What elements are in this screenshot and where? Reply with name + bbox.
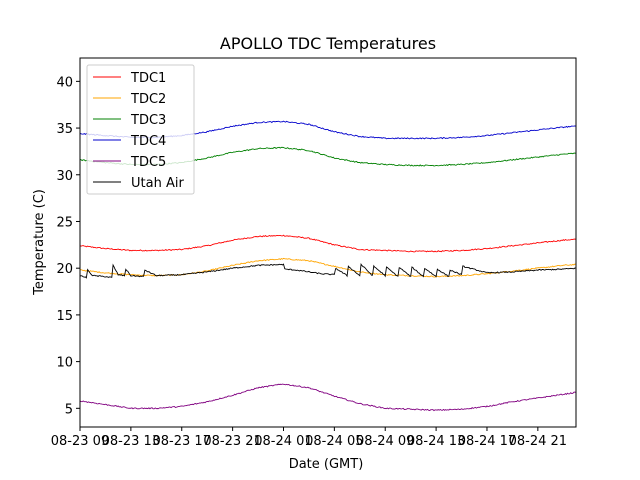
x-tick-label: 08-23 09 [51, 434, 109, 449]
series-lines [79, 120, 577, 412]
series-line-utah-air [79, 263, 577, 279]
y-axis: 5 10 15 20 25 30 35 40 [56, 75, 80, 417]
x-tick-label: 08-24 21 [509, 434, 567, 449]
x-tick-label: 08-23 21 [203, 434, 261, 449]
y-tick-label: 40 [56, 75, 73, 90]
chart-title: APOLLO TDC Temperatures [220, 34, 436, 53]
y-tick-label: 35 [56, 122, 73, 137]
plot-frame [79, 57, 577, 428]
x-axis-label: Date (GMT) [289, 457, 364, 472]
x-tick-label: 08-23 13 [102, 434, 160, 449]
y-axis-label: Temperature (C) [32, 189, 47, 296]
legend-box [86, 64, 195, 195]
legend-label-tdc3: TDC3 [130, 113, 166, 128]
x-tick-label: 08-24 09 [356, 434, 414, 449]
y-tick-label: 5 [65, 402, 73, 417]
x-tick-label: 08-24 05 [305, 434, 363, 449]
x-tick-label: 08-24 01 [254, 434, 312, 449]
legend-label-tdc1: TDC1 [130, 71, 166, 86]
x-tick-label: 08-24 13 [407, 434, 465, 449]
series-line-tdc1 [79, 234, 577, 253]
y-tick-label: 10 [56, 356, 73, 371]
y-tick-label: 30 [56, 169, 73, 184]
legend-label-tdc2: TDC2 [130, 92, 166, 107]
y-tick-label: 20 [56, 262, 73, 277]
legend: TDC1 TDC2 TDC3 TDC4 TDC5 Utah Air [86, 64, 195, 195]
legend-label-tdc4: TDC4 [130, 134, 166, 149]
y-tick-label: 25 [56, 215, 73, 230]
legend-label-utah-air: Utah Air [131, 176, 184, 191]
legend-label-tdc5: TDC5 [130, 155, 166, 170]
x-tick-label: 08-23 17 [153, 434, 211, 449]
x-tick-label: 08-24 17 [458, 434, 516, 449]
y-tick-label: 15 [56, 309, 73, 324]
series-line-tdc5 [79, 383, 577, 412]
